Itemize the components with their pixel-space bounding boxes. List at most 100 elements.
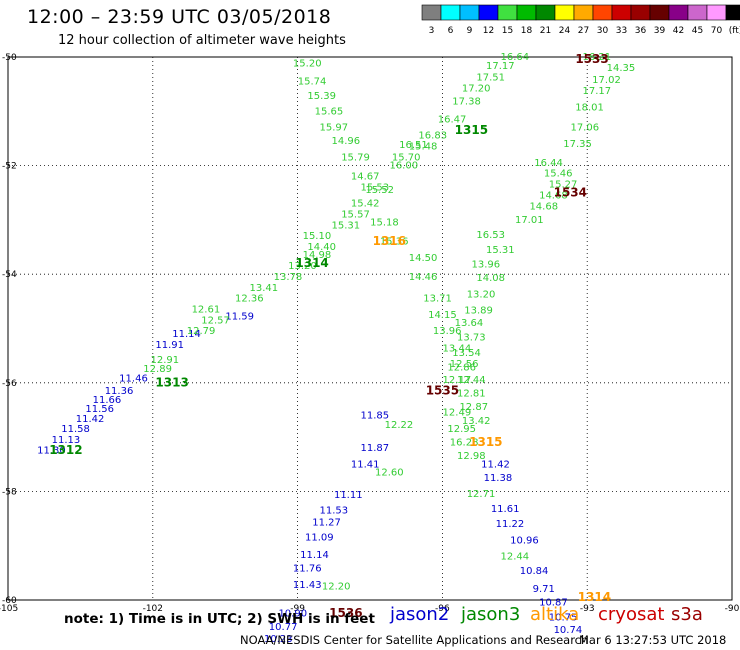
wave-height-point: 10.96	[510, 535, 539, 546]
colorbar-swatch	[554, 4, 575, 21]
wave-height-point: 15.74	[298, 76, 327, 87]
wave-height-point: 11.22	[496, 519, 525, 530]
colorbar-swatch	[668, 4, 689, 21]
wave-height-point: 12.61	[192, 304, 221, 315]
wave-height-point: 14.68	[529, 201, 558, 212]
colorbar-tick: 9	[467, 26, 473, 36]
wave-height-point: 15.46	[544, 169, 573, 180]
wave-height-point: 17.38	[452, 97, 481, 108]
wave-height-point: 12.56	[450, 359, 479, 370]
colorbar-tick: 33	[616, 26, 627, 36]
wave-height-point: 15.79	[341, 152, 370, 163]
colorbar-swatch	[497, 4, 518, 21]
wave-height-point: 10.87	[539, 598, 568, 609]
wave-height-point: 16.00	[389, 161, 418, 172]
wave-height-point: 15.97	[319, 123, 348, 134]
wave-height-point: 12.49	[443, 408, 472, 419]
x-tick-label: -105	[0, 604, 18, 614]
wave-height-point: 16.44	[534, 158, 563, 169]
page-title: 12:00 – 23:59 UTC 03/05/2018	[27, 6, 332, 28]
wave-height-point: 17.20	[462, 83, 491, 94]
colorbar-tick: 18	[521, 26, 533, 36]
pass-number-label: 1533	[575, 52, 608, 66]
x-tick-label: -96	[435, 604, 450, 614]
wave-height-point: 13.96	[472, 259, 501, 270]
wave-height-point: 12.57	[201, 315, 230, 326]
wave-height-point: 16.28	[450, 438, 479, 449]
wave-height-point: 15.36	[380, 237, 409, 248]
wave-height-point: 13.73	[457, 333, 486, 344]
pass-number-label: 1313	[155, 375, 188, 389]
wave-height-point: 15.52	[365, 185, 394, 196]
colorbar-swatch	[592, 4, 613, 21]
wave-height-point: 14.15	[428, 310, 457, 321]
wave-height-point: 15.70	[392, 152, 421, 163]
wave-height-point: 15.31	[486, 245, 515, 256]
wave-height-point: 17.02	[592, 75, 621, 86]
y-tick-label: -58	[2, 487, 17, 497]
wave-height-point: 11.42	[481, 459, 510, 470]
pass-number-label: 1314	[578, 590, 611, 604]
wave-height-point: 15.27	[549, 180, 578, 191]
wave-height-point: 11.14	[172, 329, 201, 340]
wave-height-point: 14.68	[539, 190, 568, 201]
legend-entry-s3a: s3a	[671, 604, 703, 625]
wave-height-point: 12.95	[447, 424, 476, 435]
y-tick-label: -52	[2, 162, 17, 172]
wave-height-point: 16.64	[500, 52, 529, 63]
wave-height-point: 16.51	[399, 140, 428, 151]
wave-height-point: 14.50	[409, 253, 438, 264]
pass-number-label: 1535	[426, 383, 459, 397]
pass-number-label: 1316	[373, 234, 406, 248]
wave-height-point: 13.20	[288, 261, 317, 272]
wave-height-point: 11.85	[361, 410, 390, 421]
wave-height-point: 14.35	[607, 63, 636, 74]
x-tick-label: -102	[143, 604, 163, 614]
pass-number-label: 1314	[295, 256, 328, 270]
wave-height-point: 12.20	[322, 581, 351, 592]
wave-height-point: 10.84	[520, 566, 549, 577]
legend-entry-jason2: jason2	[390, 604, 450, 625]
wave-height-point: 14.40	[307, 242, 336, 253]
wave-height-point: 13.96	[433, 326, 462, 337]
wave-height-point: 15.57	[341, 209, 370, 220]
colorbar-swatch	[687, 4, 708, 21]
page-subtitle: 12 hour collection of altimeter wave hei…	[58, 33, 346, 48]
wave-height-point: 15.42	[351, 199, 380, 210]
wave-height-point: 11.58	[61, 424, 90, 435]
wave-height-point: 11.43	[293, 580, 322, 591]
wave-height-point: 12.79	[187, 326, 216, 337]
colorbar-tick: 42	[673, 26, 684, 36]
wave-height-point: 11.87	[361, 443, 390, 454]
wave-height-point: 12.98	[457, 451, 486, 462]
wave-height-point: 12.44	[500, 552, 529, 563]
colorbar-tick: 45	[692, 26, 703, 36]
wave-height-point: 10.75	[549, 612, 578, 623]
wave-height-point: 13.41	[249, 283, 278, 294]
y-tick-label: -50	[2, 53, 17, 63]
wave-height-point: 15.39	[307, 91, 336, 102]
wave-height-point: 13.78	[274, 272, 303, 283]
wave-height-point: 12.91	[151, 355, 180, 366]
wave-height-point: 13.71	[423, 294, 452, 305]
wave-height-point: 16.47	[438, 114, 467, 125]
colorbar-swatch	[725, 4, 740, 21]
wave-height-point: 14.98	[303, 250, 332, 261]
wave-height-point: 11.14	[300, 550, 329, 561]
wave-height-point: 15.31	[332, 220, 361, 231]
wave-height-point: 16.83	[418, 131, 447, 142]
wave-height-point: 13.20	[467, 289, 496, 300]
colorbar-tick: 21	[540, 26, 551, 36]
colorbar-swatch	[649, 4, 670, 21]
legend-entry-cryosat: cryosat	[598, 604, 665, 625]
colorbar-swatch	[706, 4, 727, 21]
wave-height-point: 13.44	[443, 344, 472, 355]
colorbar-swatch	[440, 4, 461, 21]
colorbar-tick: 36	[635, 26, 647, 36]
colorbar-swatch	[478, 4, 499, 21]
colorbar-tick: 39	[654, 26, 666, 36]
wave-height-point: 13.54	[452, 348, 481, 359]
colorbar-swatch	[516, 4, 537, 21]
wave-height-point: 15.53	[361, 182, 390, 193]
wave-height-point: 11.11	[334, 490, 363, 501]
